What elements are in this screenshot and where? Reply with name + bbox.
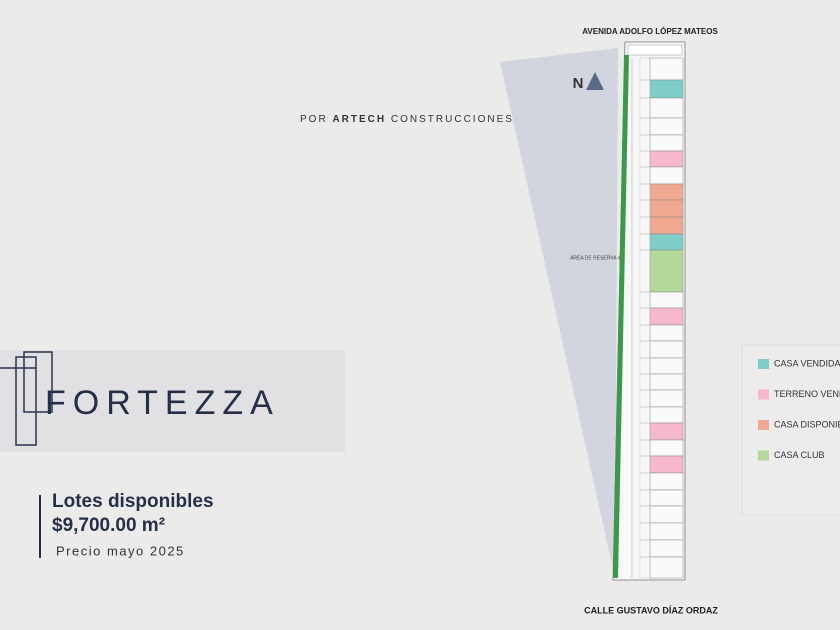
lot — [649, 97, 684, 119]
legend: CASA VENDIDA TERRENO VENDIDO CASA DISPONIB… — [758, 358, 840, 461]
lots — [639, 57, 684, 579]
lot — [649, 166, 684, 185]
lot — [649, 389, 684, 408]
lot — [649, 340, 684, 359]
lot — [649, 489, 684, 507]
lot — [649, 539, 684, 558]
north-label: N — [573, 75, 584, 92]
lot — [649, 357, 684, 375]
lot — [649, 134, 684, 152]
lot — [649, 199, 684, 218]
top-street: AVENIDA ADOLFO LÓPEZ MATEOS — [582, 27, 718, 36]
logo-mark — [0, 351, 53, 446]
offer-note: Precio mayo 2025 — [56, 543, 185, 558]
lot — [649, 183, 684, 201]
byline-suffix: CONSTRUCCIONES — [391, 114, 514, 125]
lot — [649, 307, 684, 326]
lot — [649, 406, 684, 424]
legend-box — [741, 344, 840, 516]
lot — [649, 57, 684, 81]
green-strip — [613, 55, 629, 578]
lot — [649, 150, 684, 168]
gate — [627, 44, 683, 56]
offer-title: Lotes disponibles — [52, 491, 214, 512]
lot — [649, 324, 684, 342]
byline-brand: ARTECH — [332, 114, 386, 125]
lot — [649, 117, 684, 136]
reserve-label: ÁREA DE RESERVA 472.43m2 — [570, 254, 640, 261]
legend-label: CASA CLUB — [774, 450, 825, 460]
lot — [649, 216, 684, 235]
lot — [649, 522, 684, 541]
lot — [649, 291, 684, 309]
lot — [649, 373, 684, 391]
lot-front — [639, 556, 651, 579]
legend-swatch — [758, 450, 769, 461]
bottom-street: CALLE GUSTAVO DÍAZ ORDAZ — [584, 605, 718, 615]
legend-swatch — [758, 359, 769, 369]
lot — [649, 472, 684, 491]
byline-prefix: POR — [300, 114, 328, 125]
lot — [649, 249, 684, 293]
legend-swatch — [758, 389, 769, 400]
lot — [649, 422, 684, 441]
lot — [649, 439, 684, 457]
lot — [649, 556, 684, 579]
reserve-wedge — [500, 48, 618, 578]
legend-label: CASA DISPONIBLE — [774, 419, 840, 429]
logo-panel — [0, 350, 345, 452]
lot — [649, 233, 684, 251]
lot — [649, 79, 684, 99]
legend-label: CASA VENDIDA — [774, 358, 840, 368]
lot — [649, 455, 684, 474]
logo-text: FORTEZZA — [45, 384, 280, 422]
legend-swatch — [758, 420, 769, 430]
offer-price: $9,700.00 m² — [52, 515, 165, 536]
legend-label: TERRENO VENDIDO — [774, 389, 840, 399]
lot — [649, 505, 684, 524]
byline: POR ARTECH CONSTRUCCIONES — [300, 114, 514, 125]
north-arrow — [586, 72, 604, 90]
